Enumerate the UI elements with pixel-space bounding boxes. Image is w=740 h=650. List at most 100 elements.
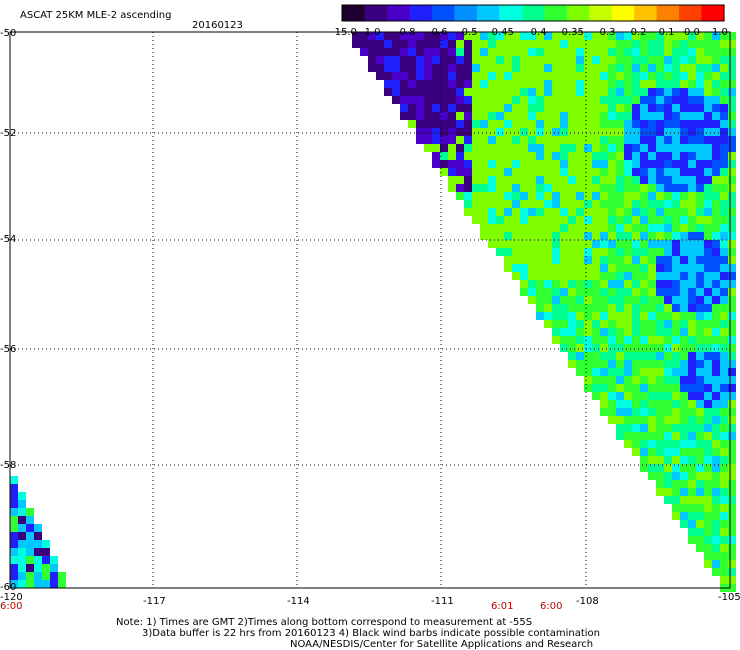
swath-pixel [640, 384, 648, 392]
swath-pixel [480, 80, 488, 88]
swath-pixel [10, 564, 18, 572]
swath-pixel [50, 564, 58, 572]
swath-pixel [648, 312, 656, 320]
swath-pixel [672, 352, 680, 360]
swath-pixel [616, 80, 624, 88]
swath-pixel [672, 328, 680, 336]
swath-pixel [392, 80, 400, 88]
swath-pixel [672, 152, 680, 160]
colorbar-swatch [611, 5, 635, 21]
swath-pixel [536, 176, 544, 184]
swath-pixel [416, 96, 424, 104]
swath-pixel [568, 256, 576, 264]
swath-pixel [720, 408, 728, 416]
swath-pixel [456, 152, 464, 160]
swath-pixel [632, 392, 640, 400]
swath-pixel [568, 96, 576, 104]
swath-pixel [416, 64, 424, 72]
swath-pixel [664, 224, 672, 232]
swath-pixel [496, 144, 504, 152]
swath-pixel [360, 48, 368, 56]
swath-pixel [664, 464, 672, 472]
swath-pixel [728, 504, 736, 512]
swath-pixel [656, 336, 664, 344]
colorbar-label-1: -1.0 [361, 27, 381, 38]
swath-pixel [632, 96, 640, 104]
swath-pixel [432, 48, 440, 56]
swath-pixel [536, 32, 544, 40]
swath-pixel [600, 72, 608, 80]
swath-pixel [704, 320, 712, 328]
swath-pixel [600, 56, 608, 64]
swath-pixel [688, 304, 696, 312]
swath-pixel [664, 432, 672, 440]
swath-pixel [584, 72, 592, 80]
swath-pixel [544, 144, 552, 152]
swath-pixel [42, 572, 50, 580]
swath-pixel [432, 40, 440, 48]
swath-pixel [664, 64, 672, 72]
swath-pixel [480, 152, 488, 160]
swath-pixel [496, 120, 504, 128]
swath-pixel [696, 200, 704, 208]
swath-pixel [680, 112, 688, 120]
swath-pixel [480, 88, 488, 96]
swath-pixel [712, 40, 720, 48]
swath-pixel [688, 104, 696, 112]
swath-pixel [640, 224, 648, 232]
swath-pixel [696, 392, 704, 400]
swath-pixel [624, 176, 632, 184]
swath-pixel [640, 456, 648, 464]
swath-pixel [728, 464, 736, 472]
swath-pixel [584, 176, 592, 184]
swath-pixel [720, 32, 728, 40]
swath-pixel [584, 48, 592, 56]
swath-pixel [472, 104, 480, 112]
swath-pixel [648, 240, 656, 248]
swath-pixel [616, 136, 624, 144]
swath-pixel [672, 312, 680, 320]
swath-pixel [496, 48, 504, 56]
swath-pixel [688, 88, 696, 96]
swath-pixel [656, 368, 664, 376]
swath-pixel [528, 128, 536, 136]
swath-pixel [632, 400, 640, 408]
swath-pixel [552, 32, 560, 40]
swath-pixel [488, 104, 496, 112]
swath-pixel [608, 160, 616, 168]
swath-pixel [688, 72, 696, 80]
swath-pixel [536, 64, 544, 72]
swath-pixel [496, 56, 504, 64]
swath-pixel [672, 120, 680, 128]
swath-pixel [728, 120, 736, 128]
swath-pixel [696, 520, 704, 528]
swath-pixel [488, 40, 496, 48]
swath-pixel [648, 72, 656, 80]
swath-pixel [688, 176, 696, 184]
swath-pixel [712, 240, 720, 248]
swath-pixel [504, 152, 512, 160]
swath-pixel [504, 72, 512, 80]
swath-pixel [440, 112, 448, 120]
swath-pixel [512, 32, 520, 40]
swath-pixel [560, 184, 568, 192]
swath-pixel [552, 176, 560, 184]
swath-pixel [496, 160, 504, 168]
swath-pixel [624, 288, 632, 296]
swath-pixel [568, 48, 576, 56]
swath-pixel [720, 480, 728, 488]
swath-pixel [432, 152, 440, 160]
swath-pixel [608, 120, 616, 128]
swath-pixel [10, 540, 18, 548]
swath-pixel [592, 208, 600, 216]
swath-pixel [720, 192, 728, 200]
swath-pixel [10, 476, 18, 484]
swath-pixel [640, 80, 648, 88]
swath-pixel [592, 240, 600, 248]
swath-pixel [656, 152, 664, 160]
swath-pixel [496, 224, 504, 232]
swath-pixel [728, 96, 736, 104]
swath-pixel [448, 152, 456, 160]
swath-pixel [600, 176, 608, 184]
swath-pixel [448, 168, 456, 176]
